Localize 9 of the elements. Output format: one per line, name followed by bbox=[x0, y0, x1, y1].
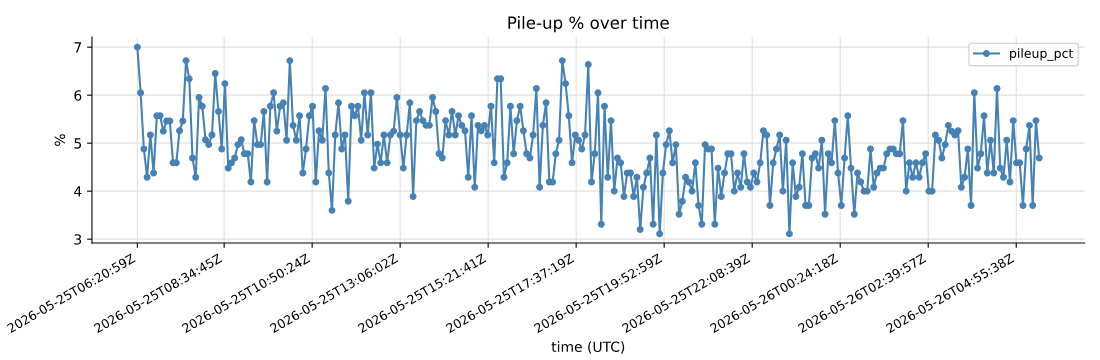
y-axis-title: % bbox=[54, 134, 66, 146]
y-tick-label: 3 bbox=[74, 234, 82, 245]
x-axis-title: time (UTC) bbox=[551, 341, 625, 354]
y-tick-label: 5 bbox=[74, 138, 82, 149]
y-tick-label: 7 bbox=[74, 42, 82, 53]
chart-title: Pile-up % over time bbox=[508, 16, 669, 33]
legend-label: pileup_pct bbox=[1010, 48, 1074, 61]
y-tick-label: 4 bbox=[74, 186, 82, 197]
y-tick-label: 6 bbox=[74, 90, 82, 101]
